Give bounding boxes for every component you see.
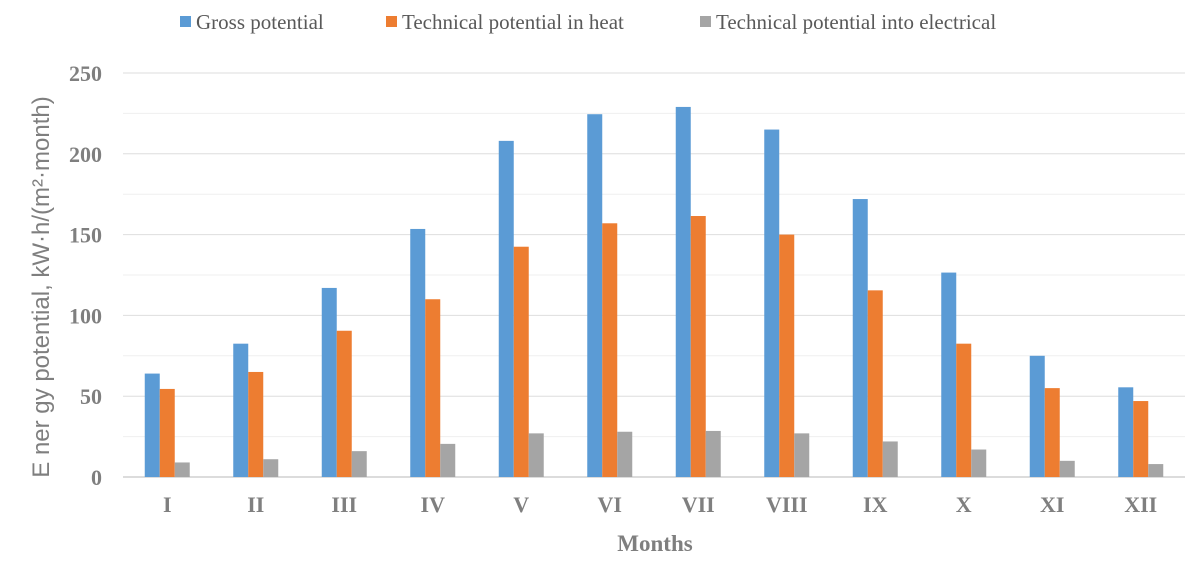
x-tick-label: XI [1040,492,1064,517]
y-axis-title: E ner gy potential, kW·h/(m²·month) [28,96,55,477]
x-tick-label: IX [863,492,888,517]
gridlines [123,72,1185,478]
legend-swatch [386,16,397,27]
x-tick-label: VIII [766,492,808,517]
bar-2-V [513,246,529,477]
bar-1-II [233,343,249,477]
y-tick-label: 50 [80,384,102,409]
bar-3-IX [882,441,898,477]
bar-2-XI [1044,388,1060,477]
bar-3-XI [1059,460,1075,477]
bar-2-XII [1133,401,1149,477]
x-axis: I II III IV V VI VII VIII IX X XI XII [163,492,1157,517]
bar-2-III [336,330,352,477]
x-tick-label: XII [1124,492,1157,517]
bar-1-VIII [764,129,780,477]
bar-1-IX [852,199,868,477]
y-tick-label: 150 [69,223,102,248]
bar-3-V [528,433,544,477]
x-tick-label: IV [421,492,446,517]
x-tick-label: III [331,492,357,517]
y-tick-label: 0 [91,465,102,490]
bar-2-VIII [779,234,795,477]
bar-3-VII [705,430,721,477]
legend-item: Technical potential in heat [386,10,624,34]
bar-2-II [248,371,264,477]
bars [144,106,1164,478]
legend-item: Technical potential into electrical [700,10,996,34]
bar-1-V [498,140,514,477]
x-tick-label: VI [598,492,622,517]
x-tick-label: II [247,492,264,517]
bar-3-X [971,449,987,477]
bar-3-VI [617,431,633,477]
x-tick-label: V [513,492,529,517]
bar-1-VI [587,114,603,477]
bar-1-I [144,373,160,477]
bar-2-VI [602,223,618,477]
x-tick-label: I [163,492,172,517]
bar-1-III [321,287,337,477]
x-tick-label: X [956,492,972,517]
y-tick-label: 250 [69,61,102,86]
bar-3-I [174,462,190,477]
legend-item: Gross potential [180,10,324,34]
bar-2-I [159,388,175,477]
bar-1-VII [675,106,691,477]
y-axis: 0 50 100 150 200 250 [69,61,102,490]
bar-1-IV [410,228,426,477]
legend-label: Technical potential into electrical [716,10,996,34]
legend-label: Gross potential [196,10,324,34]
legend-swatch [180,16,191,27]
bar-3-II [263,459,279,477]
legend-label: Technical potential in heat [402,10,624,34]
bar-1-X [941,272,957,477]
bar-3-XII [1148,464,1164,477]
bar-2-VII [690,216,706,478]
bar-3-III [351,451,367,477]
bar-1-XII [1118,387,1134,477]
x-tick-label: VII [682,492,715,517]
x-axis-title: Months [617,531,692,556]
legend-swatch [700,16,711,27]
bar-3-VIII [794,433,810,477]
legend: Gross potential Technical potential in he… [180,10,996,34]
y-tick-label: 100 [69,303,102,328]
bar-1-XI [1029,355,1045,477]
bar-2-IX [867,290,883,477]
y-tick-label: 200 [69,142,102,167]
bar-2-X [956,343,972,477]
bar-3-IV [440,443,456,477]
bar-2-IV [425,299,441,477]
